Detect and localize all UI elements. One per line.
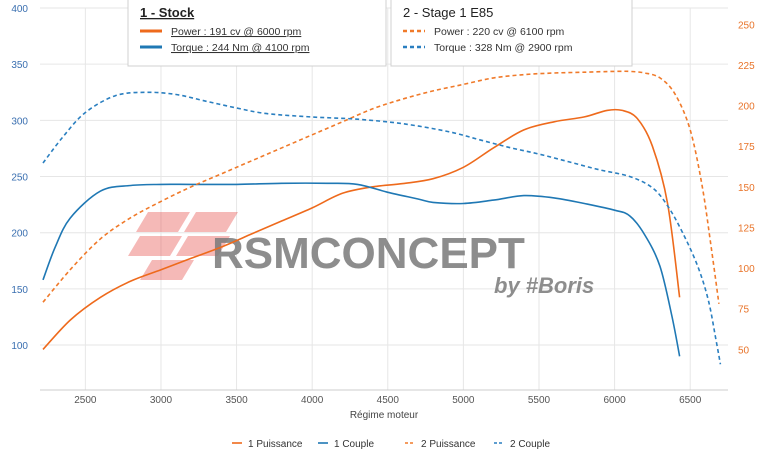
y-left-tick-label: 100	[11, 341, 28, 352]
bottom-legend-label: 1 Puissance	[248, 439, 303, 450]
bottom-legend-item[interactable]: 1 Puissance	[232, 439, 303, 450]
legend-box-stage1: 2 - Stage 1 E85 Power : 220 cv @ 6100 rp…	[390, 0, 633, 67]
y-right-tick-label: 50	[738, 345, 750, 356]
y-right-tick-label: 250	[738, 20, 755, 31]
watermark-sub-text: by #Boris	[494, 273, 594, 298]
y-left-tick-label: 200	[11, 229, 28, 240]
x-tick-label: 6000	[603, 395, 626, 406]
legend-item-label: Torque : 244 Nm @ 4100 rpm	[171, 42, 310, 54]
series-line-2	[42, 182, 681, 357]
bottom-legend-item[interactable]: 2 Puissance	[405, 439, 476, 450]
y-right-tick-label: 75	[738, 305, 750, 316]
legend-box-stock: 1 - Stock Power : 191 cv @ 6000 rpm Torq…	[127, 0, 387, 67]
bottom-legend-label: 2 Couple	[510, 439, 550, 450]
bottom-legend: 1 Puissance 1 Couple 2 Puissance 2 Couple	[232, 439, 550, 450]
legend-item-label: Torque : 328 Nm @ 2900 rpm	[434, 42, 573, 54]
x-tick-label: 4000	[301, 395, 324, 406]
x-tick-label: 3000	[150, 395, 173, 406]
x-tick-label: 4500	[377, 395, 400, 406]
y-left-tick-label: 150	[11, 285, 28, 296]
watermark-logo-icon	[128, 212, 238, 280]
legend-box-title: 2 - Stage 1 E85	[403, 5, 493, 20]
bottom-legend-label: 2 Puissance	[421, 439, 476, 450]
y-right-tick-label: 125	[738, 223, 755, 234]
bottom-legend-item[interactable]: 2 Couple	[494, 439, 550, 450]
bottom-legend-label: 1 Couple	[334, 439, 374, 450]
y-right-tick-label: 225	[738, 61, 755, 72]
y-left-tick-label: 250	[11, 173, 28, 184]
y-left-tick-label: 400	[11, 4, 28, 15]
x-tick-label: 5000	[452, 395, 475, 406]
y-right-tick-label: 150	[738, 183, 755, 194]
series-line-1	[42, 108, 681, 350]
x-tick-label: 5500	[528, 395, 551, 406]
watermark: RSMCONCEPT by #Boris	[128, 212, 594, 298]
x-tick-label: 3500	[225, 395, 248, 406]
y-right-tick-label: 200	[738, 102, 755, 113]
series-line-4	[42, 91, 722, 365]
y-left-tick-label: 350	[11, 60, 28, 71]
x-tick-label: 6500	[679, 395, 702, 406]
axis-layer: 100 150 200 250 300 350 400 50 75 100 125 150 175 200…	[11, 4, 755, 421]
legend-item-label: Power : 220 cv @ 6100 rpm	[434, 26, 565, 38]
y-left-tick-label: 300	[11, 116, 28, 127]
legend-item-label: Power : 191 cv @ 6000 rpm	[171, 26, 302, 38]
y-right-tick-label: 175	[738, 142, 755, 153]
x-tick-label: 2500	[74, 395, 97, 406]
series-layer	[42, 70, 722, 365]
watermark-main-text: RSMCONCEPT	[212, 229, 525, 278]
x-axis-label: Régime moteur	[350, 410, 419, 421]
legend-box-title: 1 - Stock	[140, 5, 195, 20]
bottom-legend-item[interactable]: 1 Couple	[318, 439, 374, 450]
y-right-tick-label: 100	[738, 264, 755, 275]
